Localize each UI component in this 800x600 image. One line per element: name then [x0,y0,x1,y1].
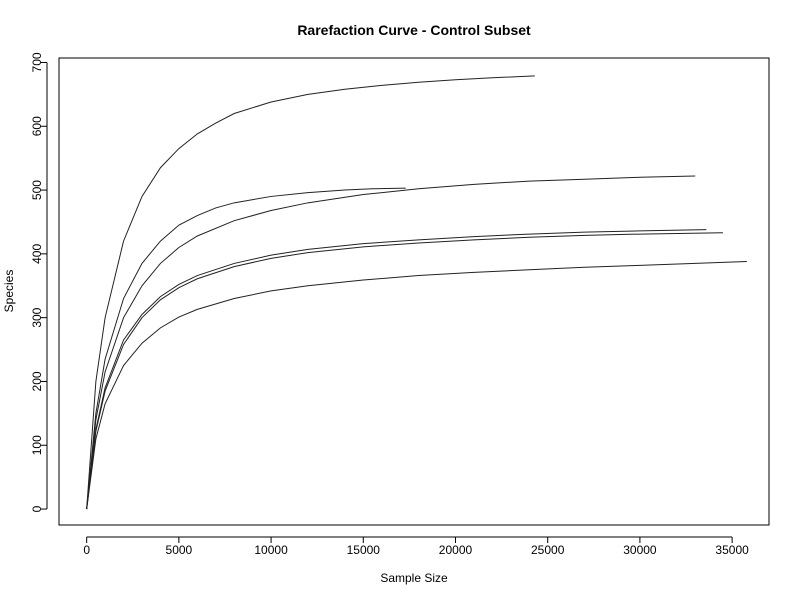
y-tick-label: 700 [30,52,44,72]
series-lines [86,75,747,510]
x-tick-label: 30000 [623,543,657,557]
x-axis: 0 5000 10000 15000 20000 25000 30000 35000 [83,536,749,557]
x-tick-label: 35000 [715,543,749,557]
rarefaction-curve-6 [86,261,747,510]
x-axis-label: Sample Size [380,571,448,585]
rarefaction-curve-2 [86,187,406,510]
x-tick-label: 5000 [166,543,193,557]
x-tick-label: 0 [83,543,90,557]
y-axis: 0 100 200 300 400 500 600 700 [30,52,48,512]
y-tick-label: 500 [30,180,44,200]
plot-area-frame [58,57,770,526]
y-tick-label: 300 [30,307,44,327]
y-tick-label: 400 [30,244,44,264]
rarefaction-curve-1 [86,75,535,510]
x-tick-label: 15000 [347,543,381,557]
y-tick-label: 600 [30,116,44,136]
y-tick-label: 100 [30,435,44,455]
y-tick-label: 0 [30,505,44,512]
chart-title: Rarefaction Curve - Control Subset [297,22,531,38]
rarefaction-curve-3 [86,175,696,510]
y-axis-label: Species [2,270,16,313]
rarefaction-curve-5 [86,232,723,510]
x-tick-label: 25000 [531,543,565,557]
rarefaction-curve-4 [86,229,707,510]
x-tick-label: 10000 [254,543,288,557]
x-tick-label: 20000 [439,543,473,557]
y-tick-label: 200 [30,371,44,391]
